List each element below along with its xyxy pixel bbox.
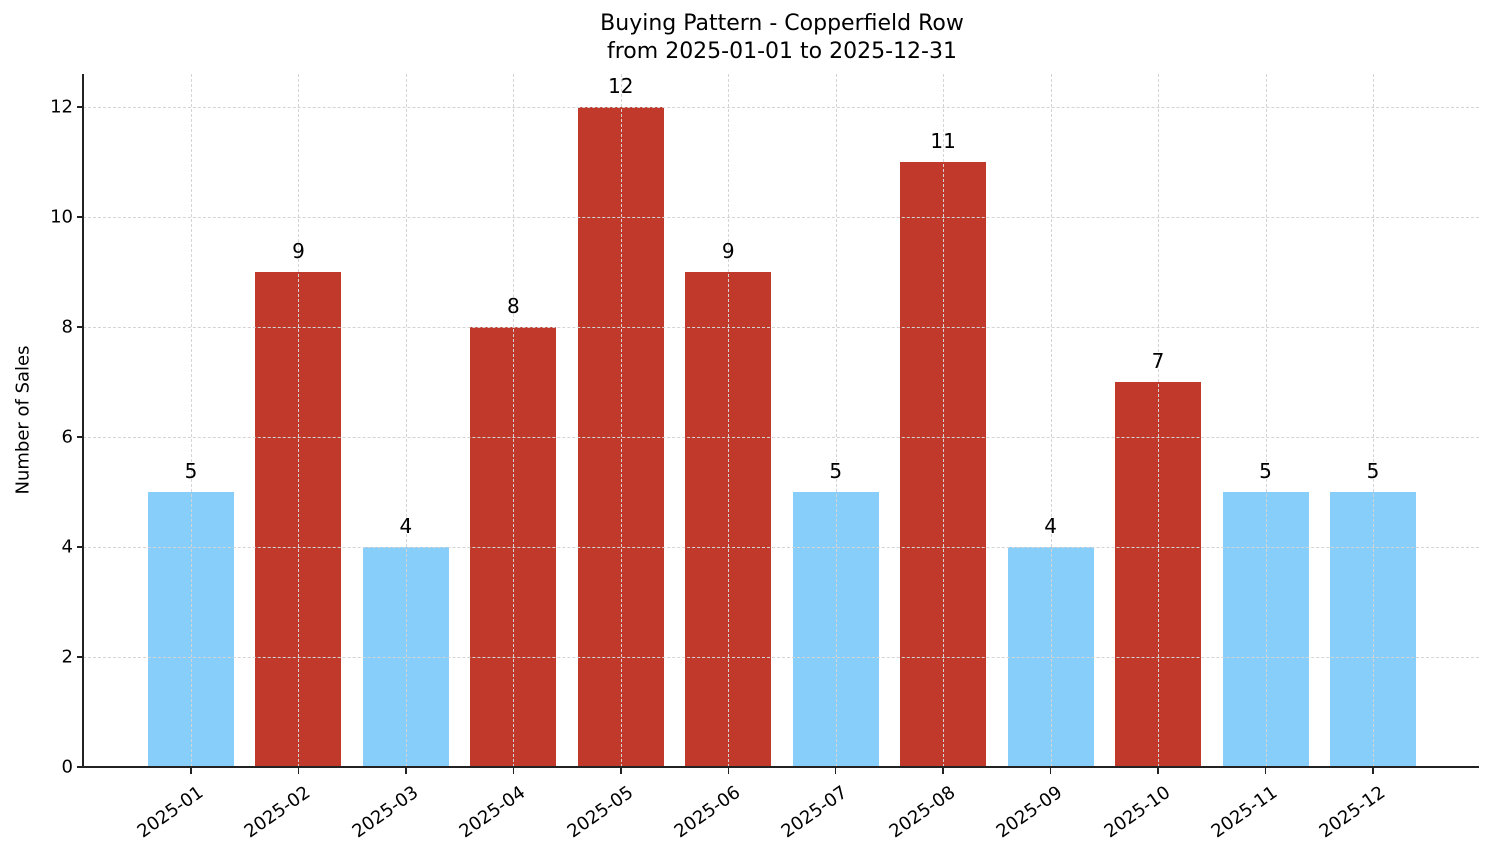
x-tick-mark — [942, 767, 944, 774]
chart-title-main: Buying Pattern - Copperfield Row — [600, 11, 964, 36]
bar-value-label: 5 — [1259, 459, 1272, 483]
x-tick-mark — [297, 767, 300, 774]
x-tick-mark — [1049, 767, 1052, 774]
bar-value-label: 9 — [721, 239, 735, 263]
vertical-gridline — [943, 74, 945, 767]
x-tick-label: 2025-09 — [992, 782, 1067, 843]
horizontal-gridline — [83, 107, 1479, 108]
horizontal-gridline — [83, 657, 1479, 658]
x-tick-mark — [1157, 767, 1159, 774]
x-tick-mark — [190, 767, 192, 774]
vertical-gridline — [1158, 74, 1160, 767]
y-tick-mark — [77, 216, 83, 218]
y-tick-mark — [77, 436, 83, 438]
y-tick-label: 6 — [61, 426, 73, 448]
x-tick-label: 2025-11 — [1207, 782, 1282, 843]
vertical-gridline — [298, 74, 300, 767]
bar-value-label: 7 — [1151, 349, 1165, 373]
plot-area — [83, 74, 1479, 767]
chart-title: Buying Pattern - Copperfield Row from 20… — [0, 10, 1494, 66]
y-tick-label: 4 — [61, 536, 73, 558]
x-tick-label: 2025-12 — [1315, 782, 1389, 843]
vertical-gridline — [191, 74, 192, 767]
y-axis-spine — [82, 74, 84, 768]
x-tick-label: 2025-10 — [1100, 782, 1175, 843]
bar-value-label: 4 — [1044, 514, 1057, 538]
x-tick-mark — [512, 767, 515, 774]
x-tick-mark — [727, 767, 729, 774]
y-tick-label: 10 — [50, 206, 73, 228]
chart-subtitle: from 2025-01-01 to 2025-12-31 — [607, 39, 957, 64]
gridlines — [83, 74, 1479, 767]
y-axis-label: Number of Sales — [12, 345, 34, 495]
bar-value-label: 8 — [506, 294, 520, 318]
horizontal-gridline — [83, 547, 1479, 548]
y-tick-mark — [77, 326, 83, 328]
bar-value-label: 5 — [184, 459, 198, 483]
vertical-gridline — [405, 74, 407, 767]
x-tick-mark — [620, 767, 622, 774]
y-tick-mark — [77, 766, 83, 768]
y-tick-label: 2 — [61, 646, 73, 668]
x-tick-mark — [1372, 767, 1374, 774]
x-tick-label: 2025-01 — [133, 782, 208, 843]
x-tick-label: 2025-06 — [670, 782, 745, 843]
y-tick-mark — [77, 546, 83, 548]
y-tick-mark — [77, 656, 83, 658]
horizontal-gridline — [83, 437, 1479, 438]
horizontal-gridline — [83, 217, 1479, 218]
y-tick-mark — [77, 106, 83, 108]
bar-value-label: 5 — [1366, 459, 1380, 483]
x-tick-mark — [1264, 767, 1267, 774]
y-tick-label: 8 — [61, 316, 73, 338]
vertical-gridline — [835, 74, 837, 767]
vertical-gridline — [728, 74, 730, 767]
x-tick-label: 2025-07 — [778, 782, 852, 843]
bar-value-label: 5 — [829, 459, 843, 483]
vertical-gridline — [620, 74, 622, 767]
bar-value-label: 9 — [292, 239, 305, 263]
vertical-gridline — [1372, 74, 1374, 767]
y-tick-label: 12 — [50, 96, 73, 118]
x-tick-label: 2025-04 — [455, 782, 530, 843]
bar-value-label: 4 — [399, 514, 413, 538]
x-tick-mark — [405, 767, 407, 774]
x-tick-label: 2025-08 — [885, 782, 960, 843]
x-tick-mark — [834, 767, 837, 774]
x-tick-label: 2025-03 — [348, 782, 422, 843]
horizontal-gridline — [83, 327, 1479, 328]
x-axis-spine — [82, 766, 1479, 768]
bar-value-label: 11 — [930, 129, 956, 153]
bar-value-label: 12 — [608, 74, 634, 98]
x-tick-label: 2025-05 — [563, 782, 637, 843]
vertical-gridline — [513, 74, 515, 767]
x-tick-label: 2025-02 — [240, 782, 315, 843]
vertical-gridline — [1050, 74, 1052, 767]
y-tick-label: 0 — [61, 756, 73, 778]
vertical-gridline — [1265, 74, 1267, 767]
